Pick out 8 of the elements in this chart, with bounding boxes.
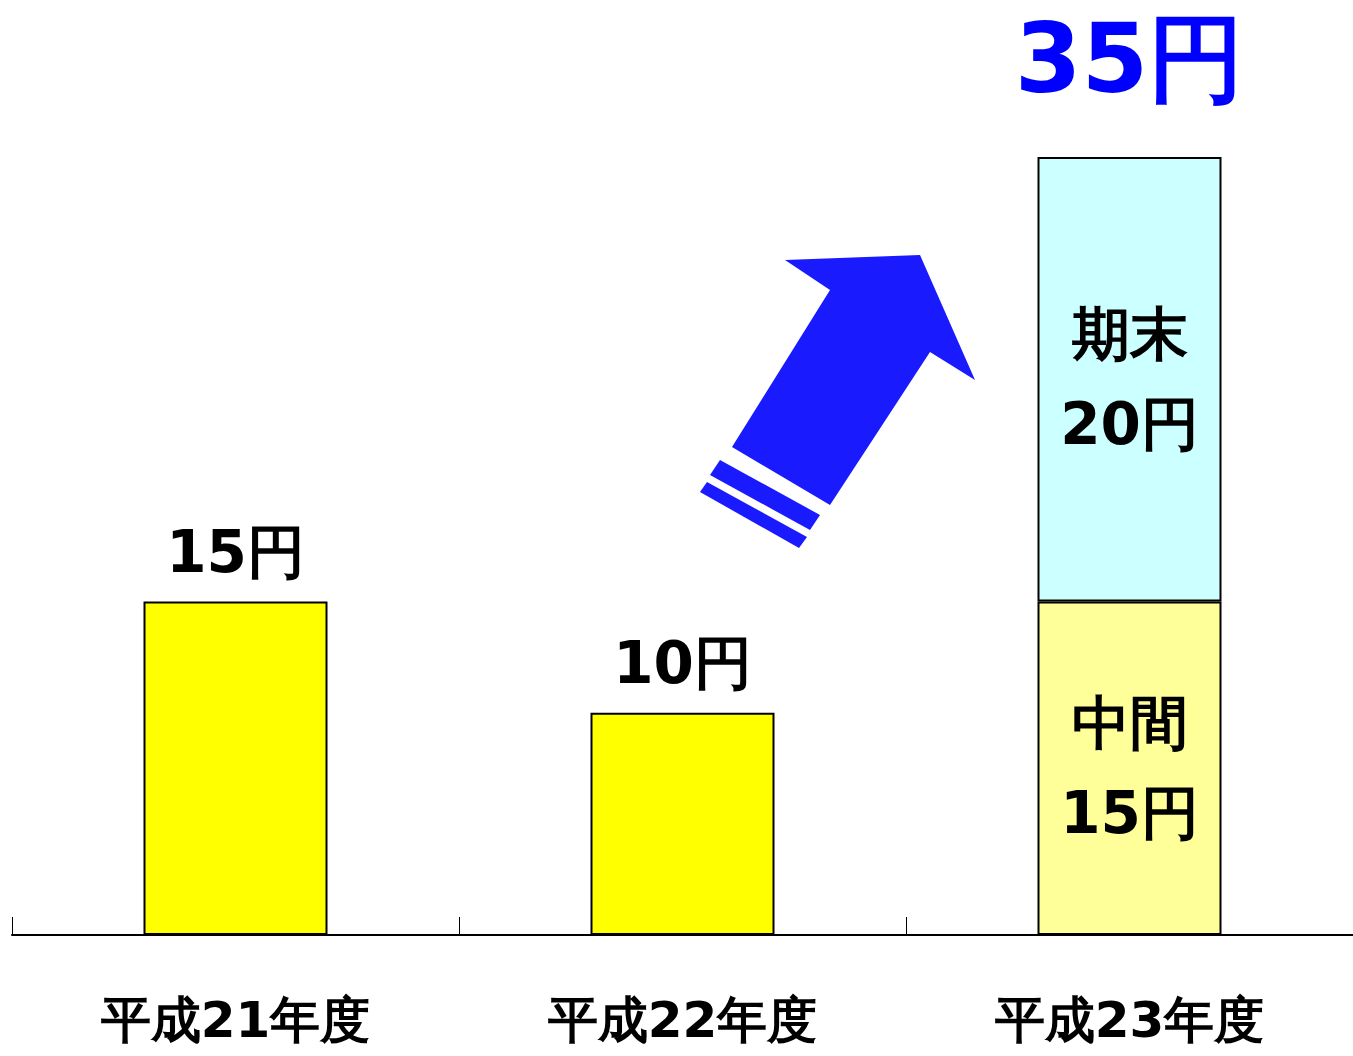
data-label: 15円 [166,517,305,586]
x-tick-label: 平成21年度 [99,991,371,1049]
total-label: 35円 [1014,3,1245,115]
x-tick-label: 平成23年度 [993,991,1265,1049]
data-label: 中間 15円 [1060,689,1199,848]
data-label: 期末 20円 [1060,300,1199,459]
data-label: 10円 [613,628,752,697]
x-tick-label: 平成22年度 [546,991,818,1049]
